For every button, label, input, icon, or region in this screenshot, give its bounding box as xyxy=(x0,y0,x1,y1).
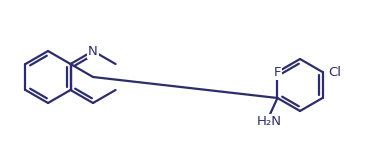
Text: N: N xyxy=(88,45,98,58)
Text: F: F xyxy=(274,65,281,78)
Text: Cl: Cl xyxy=(328,65,341,78)
Text: H₂N: H₂N xyxy=(257,115,282,128)
